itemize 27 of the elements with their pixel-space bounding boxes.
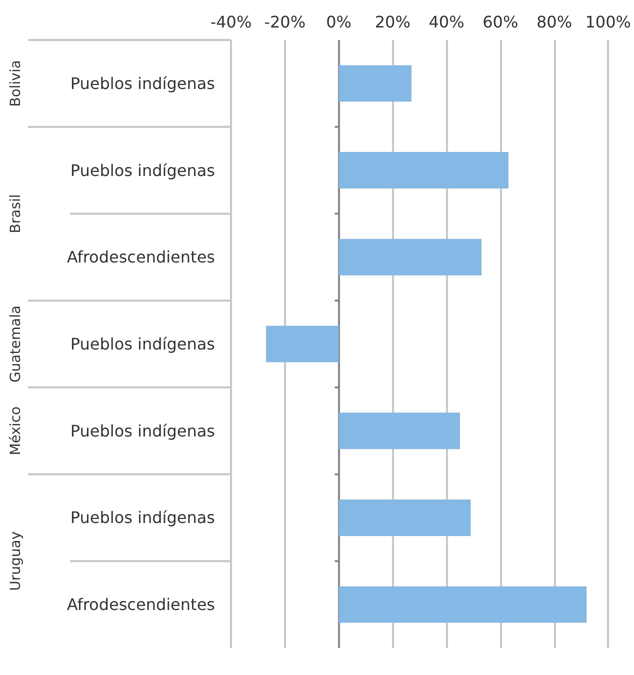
x-tick-label: -40% — [210, 12, 252, 32]
text: Guatemala — [8, 305, 24, 383]
bar — [338, 152, 508, 189]
x-tick-label: 60% — [482, 12, 518, 32]
y-tick-label: Pueblos indígenas — [70, 74, 215, 93]
x-tick-label: 0% — [326, 12, 352, 32]
y-tick-label: Afrodescendientes — [66, 595, 215, 614]
x-tick-label: 100% — [585, 12, 632, 32]
bar — [266, 326, 339, 362]
text: Uruguay — [8, 531, 24, 591]
bar — [338, 412, 460, 450]
bar — [338, 238, 482, 276]
y-tick-label: Pueblos indígenas — [70, 421, 215, 440]
text: Bolivia — [8, 60, 24, 107]
bar — [338, 499, 471, 536]
y-tick-label: Pueblos indígenas — [70, 508, 215, 528]
text: México — [8, 406, 24, 456]
bar — [338, 65, 412, 102]
y-tick-label: Pueblos indígenas — [70, 160, 215, 180]
x-tick-label: -20% — [264, 12, 306, 32]
y-tick-label: Afrodescendientes — [66, 248, 215, 267]
x-tick-label: 80% — [536, 12, 572, 32]
x-tick-label: 20% — [374, 12, 410, 32]
y-tick-label: Pueblos indígenas — [70, 334, 215, 354]
bar — [338, 586, 587, 623]
x-tick-label: 40% — [428, 12, 464, 32]
text: Brasil — [8, 194, 24, 234]
